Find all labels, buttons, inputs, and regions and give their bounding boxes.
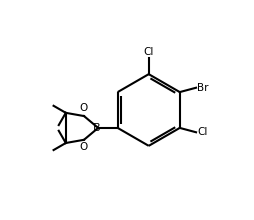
Text: Cl: Cl [144, 47, 154, 57]
Text: Br: Br [197, 83, 209, 93]
Text: B: B [92, 123, 100, 133]
Text: Cl: Cl [197, 127, 208, 137]
Text: O: O [80, 142, 88, 152]
Text: O: O [80, 103, 88, 114]
